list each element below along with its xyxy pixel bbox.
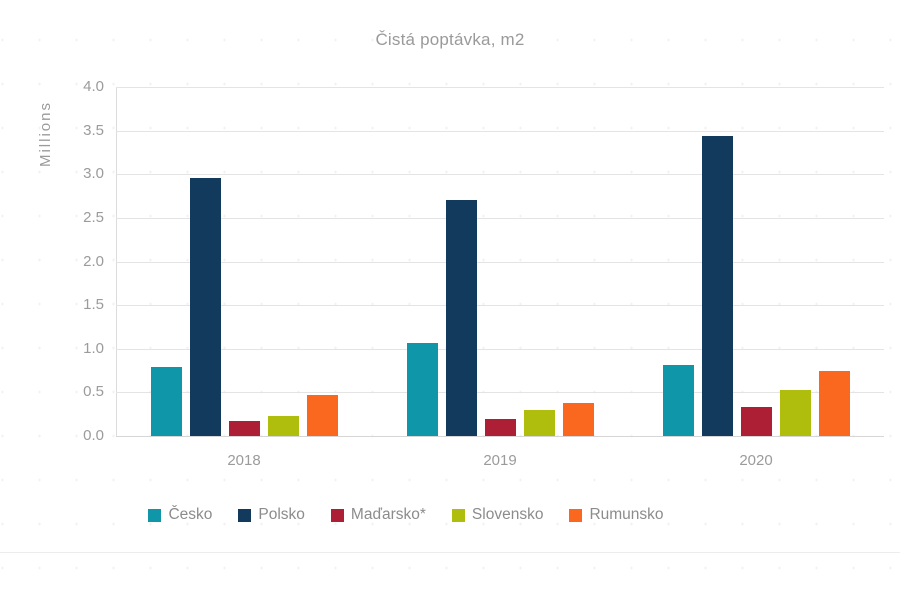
y-tick-label: 1.5 (83, 296, 104, 314)
y-tick-label: 3.0 (83, 165, 104, 183)
y-tick-label: 0.5 (83, 383, 104, 401)
legend-swatch (569, 508, 583, 522)
gridline (116, 217, 884, 219)
bar (150, 367, 182, 436)
legend-item: Maďarsko* (330, 506, 426, 524)
chart-title: Čistá poptávka, m2 (375, 30, 525, 49)
bar (228, 421, 260, 436)
bar (523, 409, 555, 436)
bar (189, 177, 221, 436)
y-tick-label: 1.0 (83, 339, 104, 357)
card-bottom-border (0, 552, 900, 553)
x-axis-label: 2018 (227, 452, 261, 469)
bar (306, 394, 338, 436)
legend-item: Polsko (238, 506, 305, 524)
x-axis-label: 2019 (483, 452, 517, 469)
legend-swatch (451, 508, 465, 522)
gridline (116, 87, 884, 88)
bar (662, 365, 694, 436)
bar (701, 135, 733, 436)
x-axis-label: 2020 (739, 452, 773, 469)
legend: Česko Polsko Maďarsko* Slovensko Rumunsko (0, 506, 812, 524)
y-tick-label: 4.0 (83, 78, 104, 95)
bar (779, 389, 811, 436)
y-tick-label: 2.5 (83, 208, 104, 226)
bar (406, 342, 438, 436)
legend-label: Rumunsko (589, 506, 664, 523)
bar (267, 415, 299, 436)
y-tick-label: 2.0 (83, 252, 104, 270)
gridline (116, 261, 884, 263)
gridline (116, 130, 884, 132)
legend-label: Polsko (258, 506, 305, 523)
y-tick-label: 0.0 (83, 427, 104, 444)
legend-item: Česko (148, 506, 212, 524)
legend-swatch (330, 508, 344, 522)
legend-label: Maďarsko* (350, 506, 426, 523)
gridline (116, 392, 884, 394)
gridline (116, 305, 884, 307)
plot-area (116, 87, 884, 437)
legend-swatch (238, 508, 252, 522)
gridline (116, 174, 884, 176)
gridline (116, 436, 884, 437)
bar (740, 407, 772, 436)
bar (484, 419, 516, 436)
bar (562, 402, 594, 436)
legend-item: Rumunsko (569, 506, 664, 524)
y-tick-label: 3.5 (83, 121, 104, 139)
legend-swatch (148, 508, 162, 522)
legend-item: Slovensko (451, 506, 544, 524)
bar (445, 200, 477, 436)
legend-label: Česko (168, 506, 213, 523)
bar (818, 370, 850, 436)
gridline (116, 348, 884, 350)
legend-label: Slovensko (471, 506, 544, 523)
